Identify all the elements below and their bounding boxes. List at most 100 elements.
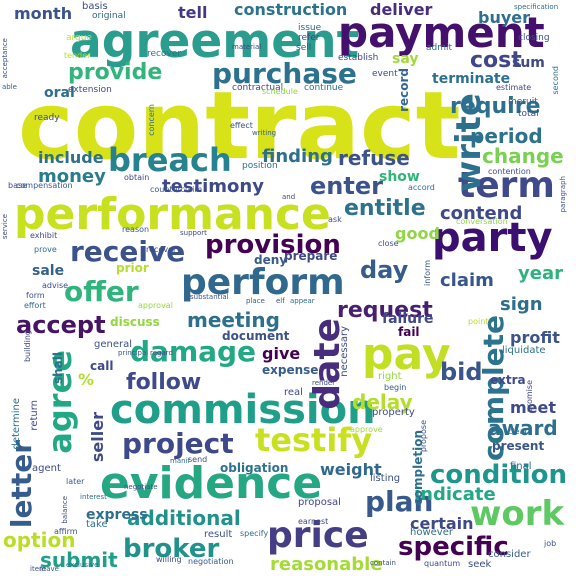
word-testify: testify <box>255 421 373 459</box>
word-property: property <box>372 407 415 418</box>
word-propose: propose <box>419 420 428 453</box>
word-base: base <box>8 181 28 190</box>
word-original: original <box>92 11 126 21</box>
word-pay: pay <box>362 329 451 380</box>
word-discuss: discuss <box>110 315 160 329</box>
word-regard: regard <box>150 349 173 357</box>
word-leave: leave <box>40 565 59 573</box>
word-point: point <box>468 317 489 326</box>
word-building: building <box>23 330 32 363</box>
word-position: position <box>242 161 278 171</box>
word-item: item <box>30 565 46 573</box>
word-say: say <box>392 51 419 67</box>
word-negotiate: negotiate <box>124 483 158 491</box>
word-failure: failure <box>382 311 434 327</box>
word-commission: commission <box>110 387 376 433</box>
word-closing: closing <box>518 33 550 43</box>
word-acceptance: acceptance <box>1 38 9 79</box>
word-sell: sell <box>296 43 312 53</box>
word-obligation: obligation <box>220 461 289 475</box>
word-extra: extra <box>490 373 526 387</box>
word-basis: basis <box>82 1 108 12</box>
word-call: call <box>90 359 114 373</box>
word-take: take <box>86 519 108 530</box>
word-second: second <box>551 66 560 95</box>
word-obtain: obtain <box>124 173 150 182</box>
word-total: total <box>518 109 539 119</box>
word-purchase: purchase <box>212 57 357 90</box>
word-negotiation: negotiation <box>188 557 234 566</box>
word-deliver: deliver <box>370 0 433 19</box>
word-paragraph: paragraph <box>559 176 567 213</box>
word-sum: sum <box>512 55 545 71</box>
word-buyer: buyer <box>478 8 531 27</box>
word-fail: fail <box>398 325 420 339</box>
word-however: however <box>410 527 453 538</box>
word-require: require <box>450 94 541 119</box>
word-willing: willing <box>156 555 182 564</box>
word-enter: enter <box>310 172 383 200</box>
word-include: include <box>38 148 104 167</box>
word-and: and <box>282 193 296 201</box>
word-provide: provide <box>68 60 163 85</box>
word-listing: listing <box>370 473 401 484</box>
word-earnest: earnest <box>298 517 329 526</box>
word-condition: condition <box>430 460 568 490</box>
word-payment: payment <box>338 8 545 57</box>
word-liquidate: liquidate <box>502 345 546 356</box>
word-cost: cost <box>470 48 522 73</box>
word-weight: weight <box>320 460 382 479</box>
word-agreement: agreement <box>70 14 360 69</box>
word-contract: contract <box>18 72 461 181</box>
word-appear: appear <box>290 297 315 305</box>
word-form: form <box>26 291 45 300</box>
word-interest: interest <box>80 493 107 501</box>
word-meruit: meruit <box>508 97 538 107</box>
word-material: material <box>232 43 262 51</box>
word-later: later <box>66 477 85 486</box>
word-effect: effect <box>230 121 253 130</box>
word-contractual: contractual <box>232 83 284 93</box>
word-issue: issue <box>298 23 322 33</box>
word-meet: meet <box>510 398 557 417</box>
word-schedule: schedule <box>262 87 298 96</box>
word-meeting: meeting <box>187 308 280 332</box>
word-performance: performance <box>14 189 331 240</box>
word-specific: specific <box>398 532 509 562</box>
word-service: service <box>1 214 9 240</box>
word-delay: delay <box>352 390 413 414</box>
word-perform: perform <box>181 262 345 303</box>
word-term: term <box>458 165 555 206</box>
word-document: document <box>222 329 290 343</box>
word-accept: accept <box>16 311 106 339</box>
word-final: final <box>510 461 532 472</box>
word-broker: broker <box>123 534 220 564</box>
word-work: work <box>470 494 565 534</box>
word-send: send <box>188 455 208 464</box>
word-ask: ask <box>328 215 342 224</box>
word-price: price <box>267 515 369 556</box>
word-good: good <box>395 224 440 243</box>
word-admit: admit <box>426 43 453 53</box>
word-give: give <box>262 344 301 363</box>
word-effort: effort <box>24 301 46 310</box>
word-begin: begin <box>384 383 407 392</box>
word-plan: plan <box>365 485 434 518</box>
word-event: event <box>372 69 398 79</box>
word-present: present <box>492 439 545 453</box>
word-bid: bid <box>440 358 483 386</box>
word-necessary: necessary <box>339 326 350 377</box>
word-express: express <box>86 507 148 523</box>
word-additional: additional <box>127 506 241 530</box>
word-indicate: indicate <box>414 484 496 505</box>
word-tell: tell <box>178 3 208 22</box>
word-month: month <box>14 4 73 23</box>
word-shall: shall <box>51 352 65 385</box>
word-refuse: refuse <box>338 146 410 170</box>
word-elf: elf <box>276 297 285 305</box>
word-place: place <box>246 297 265 305</box>
word-general: general <box>94 339 133 350</box>
word-proposal: proposal <box>298 497 341 508</box>
word-specify: specify <box>240 529 269 538</box>
word-follow: follow <box>126 370 202 395</box>
